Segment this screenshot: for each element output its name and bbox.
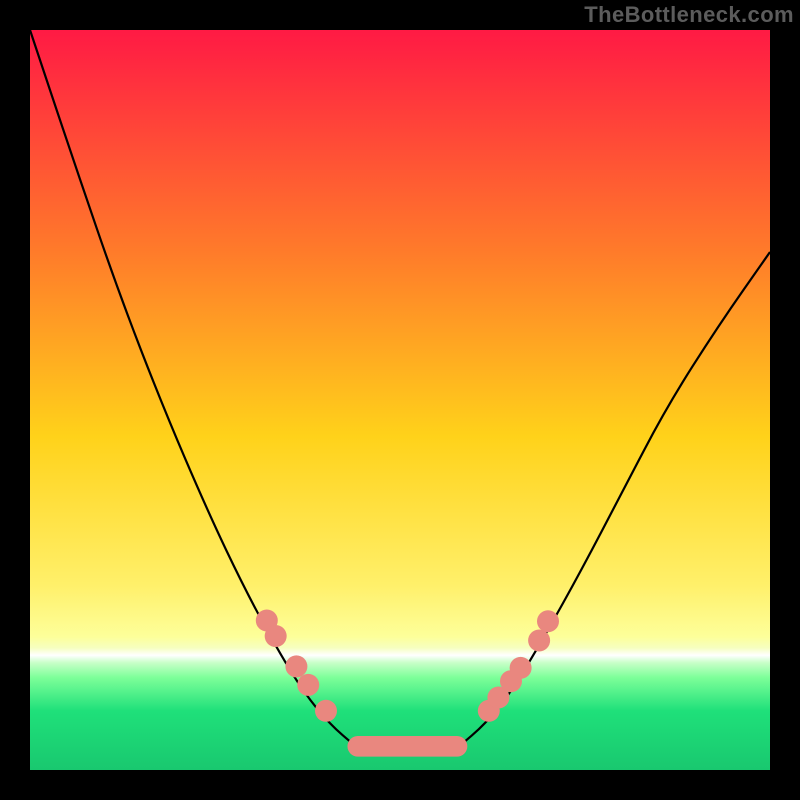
curve-marker-flat <box>347 736 467 757</box>
curve-marker <box>315 700 337 722</box>
curve-marker <box>297 674 319 696</box>
watermark-text: TheBottleneck.com <box>584 2 794 28</box>
chart-container: TheBottleneck.com <box>0 0 800 800</box>
bottleneck-chart <box>0 0 800 800</box>
plot-background <box>30 30 770 770</box>
curve-marker <box>537 610 559 632</box>
curve-marker <box>528 630 550 652</box>
curve-marker <box>285 655 307 677</box>
curve-marker <box>510 657 532 679</box>
curve-marker <box>265 625 287 647</box>
